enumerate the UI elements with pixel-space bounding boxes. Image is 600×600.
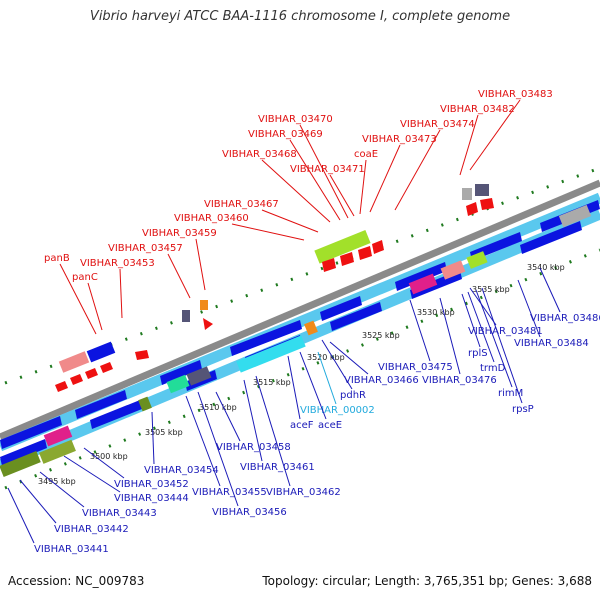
backbone-track xyxy=(0,179,600,441)
bottom-gene-labels: VIBHAR_03486 VIBHAR_03481 VIBHAR_03484 r… xyxy=(7,267,600,555)
label-vibhar-03457: VIBHAR_03457 xyxy=(108,243,183,254)
label-vibhar-03458: VIBHAR_03458 xyxy=(216,442,291,453)
scale-3535: 3535 kbp xyxy=(472,285,510,294)
segment-slate-mid xyxy=(186,366,212,386)
scale-3505: 3505 kbp xyxy=(145,428,183,437)
segment-orange-mid xyxy=(304,320,318,336)
scale-labels: 3495 kbp 3500 kbp 3505 kbp 3510 kbp 3515… xyxy=(38,263,565,486)
label-vibhar-03452: VIBHAR_03452 xyxy=(114,479,189,490)
label-rimm: rimM xyxy=(498,388,523,399)
scale-3495: 3495 kbp xyxy=(38,477,76,486)
top-gene-labels: VIBHAR_03483 VIBHAR_03482 VIBHAR_03474 V… xyxy=(44,89,553,335)
red-arrows xyxy=(55,198,494,392)
label-vibhar-03484: VIBHAR_03484 xyxy=(514,338,589,349)
scale-3525: 3525 kbp xyxy=(362,331,400,340)
segment-grey-top xyxy=(462,188,472,200)
scale-3520: 3520 kbp xyxy=(307,353,345,362)
label-vibhar-03474: VIBHAR_03474 xyxy=(400,119,475,130)
label-vibhar-03461: VIBHAR_03461 xyxy=(240,462,315,473)
segment-blue-left xyxy=(86,341,116,363)
label-panb: panB xyxy=(44,253,70,264)
segment-lime-right xyxy=(466,251,488,269)
segment-green-top xyxy=(314,230,371,264)
label-vibhar-03444: VIBHAR_03444 xyxy=(114,493,189,504)
label-coae: coaE xyxy=(354,149,378,160)
segment-salmon-left xyxy=(58,351,90,373)
scale-3540: 3540 kbp xyxy=(527,263,565,272)
scale-3500: 3500 kbp xyxy=(90,452,128,461)
segment-magenta-left xyxy=(43,425,73,447)
label-panc: panC xyxy=(72,272,98,283)
label-vibhar-03475: VIBHAR_03475 xyxy=(378,362,453,373)
label-vibhar-03453: VIBHAR_03453 xyxy=(80,258,155,269)
segment-slate-top xyxy=(475,184,489,196)
label-vibhar-03481: VIBHAR_03481 xyxy=(468,326,543,337)
label-vibhar-03473: VIBHAR_03473 xyxy=(362,134,437,145)
segment-grey-right xyxy=(558,204,592,228)
label-pdhr: pdhR xyxy=(340,390,366,401)
scale-3530: 3530 kbp xyxy=(417,308,455,317)
map-title: Vibrio harveyi ATCC BAA-1116 chromosome … xyxy=(89,9,511,24)
genome-summary-text: Topology: circular; Length: 3,765,351 bp… xyxy=(262,574,592,588)
label-vibhar-03467: VIBHAR_03467 xyxy=(204,199,279,210)
label-vibhar-03460: VIBHAR_03460 xyxy=(174,213,249,224)
label-vibhar-03468: VIBHAR_03468 xyxy=(222,149,297,160)
segment-slate-small xyxy=(182,310,190,322)
label-vibhar-03483: VIBHAR_03483 xyxy=(478,89,553,100)
segment-green-mid xyxy=(166,374,190,394)
label-vibhar-03486: VIBHAR_03486 xyxy=(530,313,600,324)
segment-magenta-right xyxy=(408,273,438,295)
segment-orange-small xyxy=(200,300,208,310)
label-vibhar-03471: VIBHAR_03471 xyxy=(290,164,365,175)
scale-3510: 3510 kbp xyxy=(199,403,237,412)
label-acef: aceF xyxy=(290,420,314,431)
accession-text: Accession: NC_009783 xyxy=(8,574,145,588)
label-vibhar-03455: VIBHAR_03455 xyxy=(192,487,267,498)
label-vibhar-03462: VIBHAR_03462 xyxy=(266,487,341,498)
label-vibhar-03441: VIBHAR_03441 xyxy=(34,544,109,555)
label-rpsp: rpsP xyxy=(512,404,534,415)
label-vibhar-03470: VIBHAR_03470 xyxy=(258,114,333,125)
segment-olive-small xyxy=(138,396,152,412)
segment-olive-left xyxy=(0,450,41,478)
label-vibhar-03456: VIBHAR_03456 xyxy=(212,507,287,518)
label-acee: aceE xyxy=(318,420,342,431)
label-vibhar-03454: VIBHAR_03454 xyxy=(144,465,219,476)
tick-row-inner xyxy=(4,248,600,490)
label-vibhar-03443: VIBHAR_03443 xyxy=(82,508,157,519)
label-vibhar-03442: VIBHAR_03442 xyxy=(54,524,129,535)
label-trmd: trmD xyxy=(480,363,506,374)
label-vibhar-03459: VIBHAR_03459 xyxy=(142,228,217,239)
label-rpls: rplS xyxy=(468,348,488,359)
label-vibhar-00002: VIBHAR_00002 xyxy=(300,405,375,416)
scale-3515: 3515 kbp xyxy=(253,378,291,387)
segment-cyan-mid xyxy=(236,335,306,373)
label-vibhar-03466: VIBHAR_03466 xyxy=(344,375,419,386)
label-vibhar-03482: VIBHAR_03482 xyxy=(440,104,515,115)
label-vibhar-03476: VIBHAR_03476 xyxy=(422,375,497,386)
label-vibhar-03469: VIBHAR_03469 xyxy=(248,129,323,140)
segment-olive-right xyxy=(38,439,76,464)
segment-salmon-right xyxy=(440,260,466,280)
